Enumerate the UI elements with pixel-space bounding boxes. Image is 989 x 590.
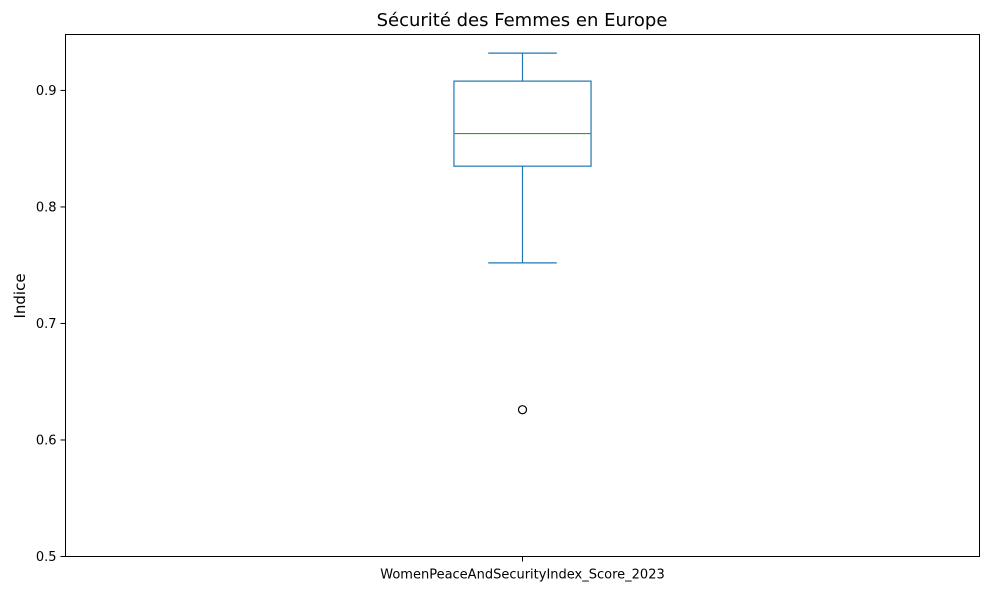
- y-tick-label: 0.9: [36, 84, 57, 99]
- y-tick-label: 0.5: [36, 550, 57, 565]
- x-tick-label: WomenPeaceAndSecurityIndex_Score_2023: [380, 568, 664, 583]
- axes-frame: [65, 34, 980, 557]
- y-tick-label: 0.7: [36, 317, 57, 332]
- plot-area: 0.5 0.6 0.7 0.8 0.9 WomenPeaceAndSecurityInde…: [36, 52, 665, 583]
- y-axis-label: Indice: [11, 273, 29, 318]
- chart-title: Sécurité des Femmes en Europe: [377, 10, 668, 31]
- interquartile-box: [453, 80, 592, 167]
- outlier-point: [517, 405, 528, 415]
- y-tick-label: 0.6: [36, 433, 57, 448]
- y-tick-label: 0.8: [36, 200, 57, 215]
